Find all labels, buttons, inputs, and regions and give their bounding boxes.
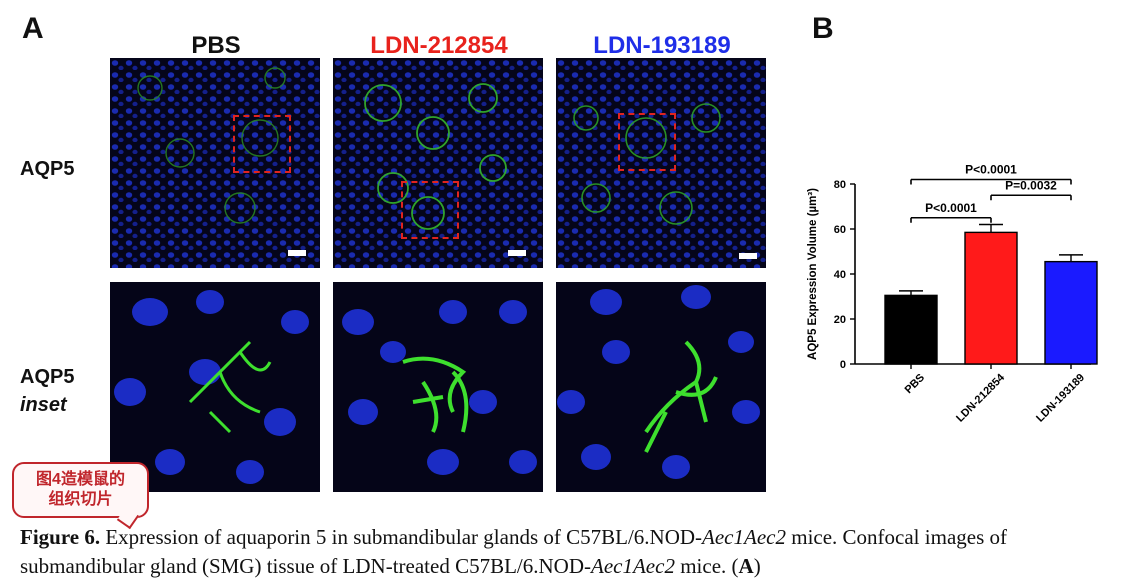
panel-b-letter: B bbox=[812, 12, 834, 45]
inset-micrograph-ldn-212854 bbox=[333, 282, 543, 492]
inset-micrograph-pbs bbox=[110, 282, 320, 492]
scale-bar bbox=[739, 253, 757, 259]
caption-bold-a: A bbox=[738, 554, 754, 578]
inset-region-box bbox=[233, 115, 291, 173]
micrograph-pbs bbox=[110, 58, 320, 268]
micrograph-ldn-193189-image bbox=[556, 58, 766, 268]
inset-micrograph-ldn-193189 bbox=[556, 282, 766, 492]
x-tick-label: LDN-193189 bbox=[1034, 372, 1087, 425]
panel-a-letter: A bbox=[22, 12, 44, 45]
bar bbox=[884, 294, 938, 365]
inset-micrograph-ldn-212854-image bbox=[333, 282, 543, 492]
bar bbox=[964, 231, 1018, 365]
micrograph-ldn-212854 bbox=[333, 58, 543, 268]
caption-text-3: mice. ( bbox=[674, 554, 739, 578]
row-label-aqp5-inset-line1: AQP5 bbox=[20, 366, 75, 388]
x-tick-label: LDN-212854 bbox=[954, 371, 1008, 425]
column-label-pbs: PBS bbox=[191, 32, 241, 59]
row-label-aqp5-inset: AQP5 inset bbox=[20, 363, 74, 419]
micrograph-pbs-image bbox=[110, 58, 320, 268]
bar bbox=[1044, 260, 1098, 365]
scale-bar bbox=[508, 250, 526, 256]
figure-caption: Figure 6. Expression of aquaporin 5 in s… bbox=[20, 523, 1120, 581]
sticker-line-2: 组织切片 bbox=[48, 491, 113, 508]
y-tick-label: 40 bbox=[834, 269, 846, 281]
column-label-ldn-193189: LDN-193189 bbox=[593, 32, 731, 59]
x-tick-label: PBS bbox=[903, 372, 927, 396]
inset-region-box bbox=[401, 181, 459, 239]
y-axis-label: AQP5 Expression Volume (µm³) bbox=[807, 188, 819, 360]
micrograph-ldn-193189 bbox=[556, 58, 766, 268]
inset-micrograph-pbs-image bbox=[110, 282, 320, 492]
y-tick-label: 60 bbox=[834, 224, 846, 236]
row-label-aqp5-inset-line2: inset bbox=[20, 394, 67, 416]
caption-italic-2: Aec1Aec2 bbox=[591, 554, 675, 578]
scale-bar bbox=[288, 250, 306, 256]
p-value-label: P=0.0032 bbox=[1005, 178, 1057, 192]
p-value-label: P<0.0001 bbox=[925, 201, 977, 215]
sticker-line-1: 图4造模鼠的 bbox=[36, 471, 125, 488]
caption-text-4: ) bbox=[753, 554, 761, 578]
caption-figure-number: Figure 6. bbox=[20, 525, 101, 549]
micrograph-ldn-212854-image bbox=[333, 58, 543, 268]
y-tick-label: 0 bbox=[840, 359, 846, 371]
y-tick-label: 80 bbox=[834, 179, 846, 191]
column-label-ldn-212854: LDN-212854 bbox=[370, 32, 508, 59]
caption-text-2: mice. Confocal images of submandibular g… bbox=[20, 525, 1007, 578]
inset-micrograph-ldn-193189-image bbox=[556, 282, 766, 492]
p-value-label: P<0.0001 bbox=[965, 163, 1017, 177]
inset-region-box bbox=[618, 113, 676, 171]
caption-italic-1: Aec1Aec2 bbox=[702, 525, 786, 549]
row-label-aqp5: AQP5 bbox=[20, 158, 75, 180]
bar-chart: 0 20 40 60 80 AQP5 Expression Volume (µm³) PBS… bbox=[807, 163, 1098, 425]
caption-text-1: Expression of aquaporin 5 in submandibul… bbox=[100, 525, 703, 549]
y-tick-label: 20 bbox=[834, 314, 846, 326]
